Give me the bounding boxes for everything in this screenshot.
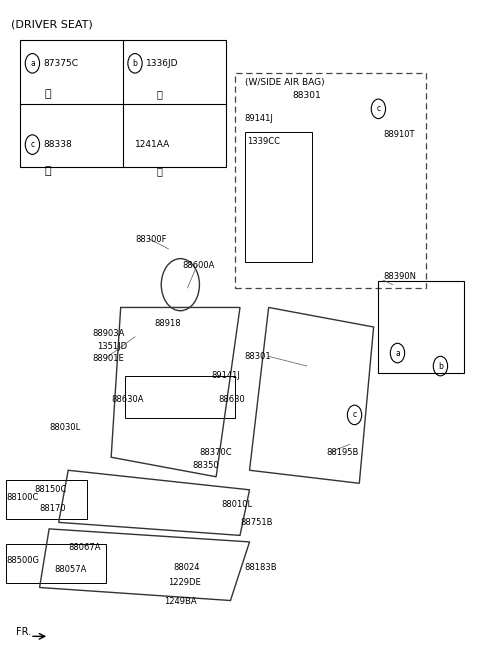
Text: 88150C: 88150C xyxy=(35,485,67,494)
Text: 🔘: 🔘 xyxy=(156,89,162,99)
Bar xyxy=(235,73,426,288)
Text: 88024: 88024 xyxy=(173,564,200,572)
Text: 88100C: 88100C xyxy=(6,493,38,502)
Text: 🗂: 🗂 xyxy=(44,166,51,177)
Text: 88918: 88918 xyxy=(154,319,181,328)
Text: 88067A: 88067A xyxy=(68,543,101,551)
Text: 88010L: 88010L xyxy=(221,500,252,509)
Text: 88301: 88301 xyxy=(292,91,321,99)
Text: 87375C: 87375C xyxy=(43,59,78,68)
Text: FR.: FR. xyxy=(16,627,31,637)
Text: c: c xyxy=(376,105,381,113)
Text: a: a xyxy=(30,59,35,68)
Text: 88183B: 88183B xyxy=(245,564,277,572)
Text: 88300F: 88300F xyxy=(135,235,167,243)
Text: 88903A: 88903A xyxy=(92,329,124,338)
Bar xyxy=(6,544,107,583)
Text: 88350: 88350 xyxy=(192,460,219,470)
Text: 1339CC: 1339CC xyxy=(247,137,280,146)
Text: 1351JD: 1351JD xyxy=(97,342,127,351)
Text: 88370C: 88370C xyxy=(199,447,232,456)
Text: 1336JD: 1336JD xyxy=(146,59,179,68)
Text: (W/SIDE AIR BAG): (W/SIDE AIR BAG) xyxy=(245,78,324,87)
Text: 88751B: 88751B xyxy=(240,518,273,527)
Text: 88630A: 88630A xyxy=(111,396,144,404)
Text: 88338: 88338 xyxy=(43,140,72,149)
Text: 1249BA: 1249BA xyxy=(164,597,196,606)
Bar xyxy=(378,281,464,373)
Text: c: c xyxy=(30,140,35,149)
Bar xyxy=(21,41,226,167)
Text: c: c xyxy=(352,411,357,419)
Text: 88030L: 88030L xyxy=(49,423,80,432)
Text: 88600A: 88600A xyxy=(183,261,215,269)
Text: a: a xyxy=(395,349,400,358)
Text: 88390N: 88390N xyxy=(383,271,416,281)
Text: 88195B: 88195B xyxy=(326,447,358,456)
Text: 88500G: 88500G xyxy=(6,556,39,564)
Text: 1241AA: 1241AA xyxy=(135,140,170,149)
Text: 88901E: 88901E xyxy=(92,354,124,363)
Text: 🔩: 🔩 xyxy=(156,166,162,177)
Text: 88910T: 88910T xyxy=(383,130,415,139)
Text: 89141J: 89141J xyxy=(245,114,274,123)
Bar xyxy=(125,376,235,418)
Bar xyxy=(6,480,87,519)
Text: b: b xyxy=(438,362,443,371)
Text: 88170: 88170 xyxy=(39,504,66,513)
Text: (DRIVER SEAT): (DRIVER SEAT) xyxy=(11,19,93,29)
Text: 🔩: 🔩 xyxy=(44,89,51,99)
Text: 89141J: 89141J xyxy=(211,371,240,381)
Text: 1229DE: 1229DE xyxy=(168,577,201,587)
Text: 88057A: 88057A xyxy=(54,565,86,574)
Text: 88301: 88301 xyxy=(245,352,271,361)
Text: 88630: 88630 xyxy=(218,396,245,404)
Text: b: b xyxy=(132,59,137,68)
Bar xyxy=(245,131,312,262)
